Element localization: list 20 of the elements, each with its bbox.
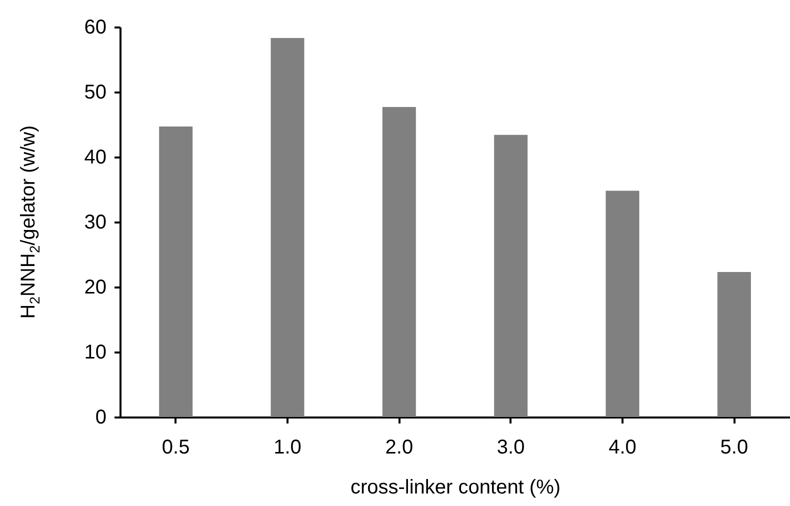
y-tick-label: 10 <box>84 342 106 364</box>
x-axis-title: cross-linker content (%) <box>350 476 561 498</box>
bar <box>382 106 416 417</box>
x-tick-label: 0.5 <box>162 436 190 458</box>
x-tick-label: 1.0 <box>274 436 302 458</box>
y-tick-label: 0 <box>95 406 106 428</box>
y-tick-label: 60 <box>84 16 106 38</box>
bar <box>494 134 528 417</box>
y-tick-label: 20 <box>84 276 106 298</box>
bar <box>270 38 304 417</box>
x-tick-label: 2.0 <box>385 436 414 458</box>
x-tick-label: 4.0 <box>608 436 636 458</box>
bar <box>606 190 640 417</box>
x-tick-label: 5.0 <box>720 436 748 458</box>
bar <box>159 126 193 417</box>
x-tick-label: 3.0 <box>496 436 525 458</box>
bar <box>717 272 751 417</box>
y-tick-label: 40 <box>84 146 106 168</box>
y-tick-label: 30 <box>84 212 106 234</box>
y-tick-label: 50 <box>84 82 106 104</box>
